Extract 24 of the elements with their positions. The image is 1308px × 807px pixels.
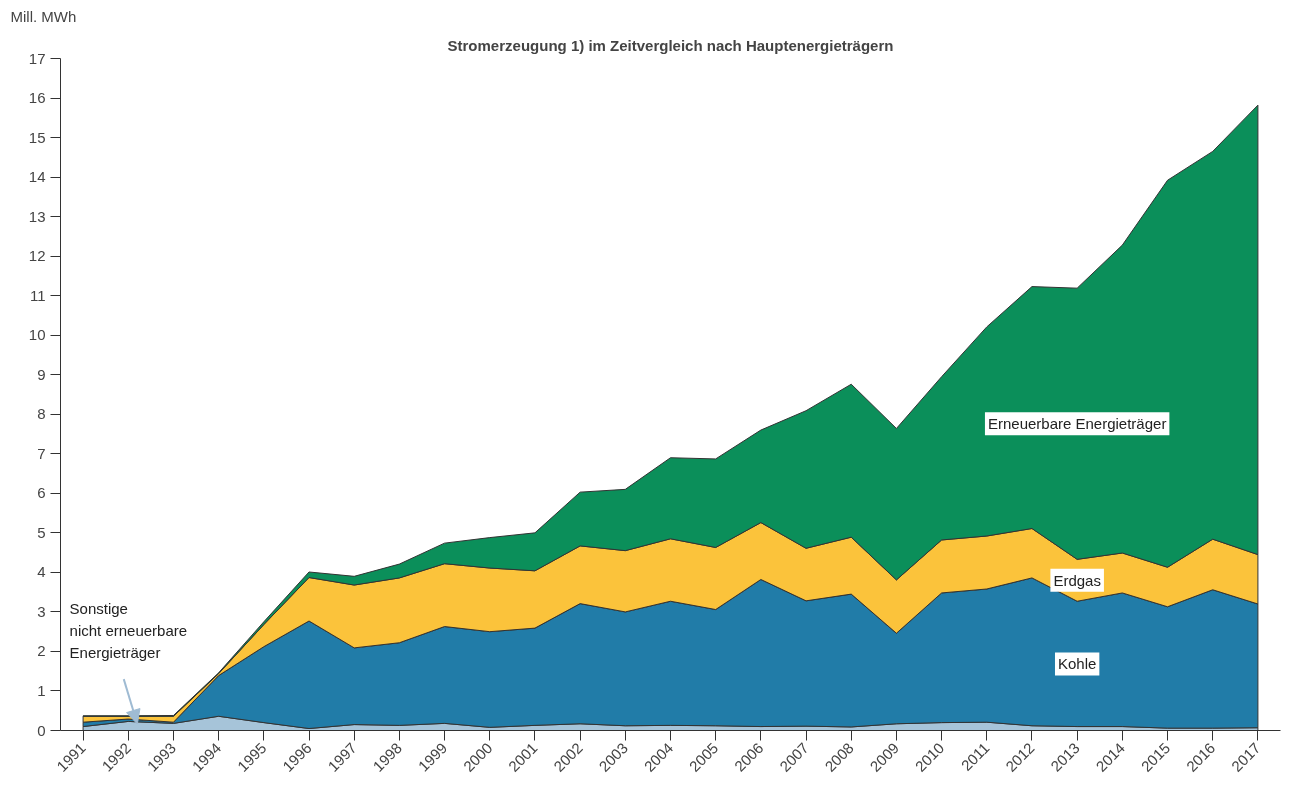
series-label: Erdgas	[1053, 571, 1101, 589]
y-tick-label: 14	[28, 168, 46, 186]
y-tick-label: 16	[28, 89, 46, 107]
series-label: Kohle	[1057, 655, 1097, 673]
text: Sonstige nicht erneuerbare Energieträger	[69, 600, 188, 662]
y-tick-label: 15	[28, 128, 46, 146]
y-tick-label: 13	[28, 207, 46, 225]
y-tick-label: 7	[37, 444, 46, 462]
y-tick-label: 5	[37, 523, 46, 541]
y-tick-label: 12	[28, 247, 46, 265]
y-tick-label: 3	[37, 602, 46, 620]
series-label: Erneuerbare Energieträger	[987, 415, 1167, 433]
y-tick-label: 9	[37, 365, 46, 383]
y-tick-label: 17	[28, 49, 46, 67]
chart-title: Stromerzeugung 1) im Zeitvergleich nach Hauptenergieträgern	[447, 36, 894, 54]
y-tick-label: 0	[37, 721, 46, 739]
y-tick-label: 10	[28, 326, 46, 344]
y-tick-label: 11	[29, 286, 46, 304]
y-tick-label: 2	[37, 642, 46, 660]
y-axis-title: Mill. MWh	[10, 7, 77, 25]
y-tick-label: 8	[37, 405, 46, 423]
y-tick-label: 6	[37, 484, 46, 502]
y-tick-label: 1	[37, 681, 46, 699]
y-tick-label: 4	[37, 563, 46, 581]
